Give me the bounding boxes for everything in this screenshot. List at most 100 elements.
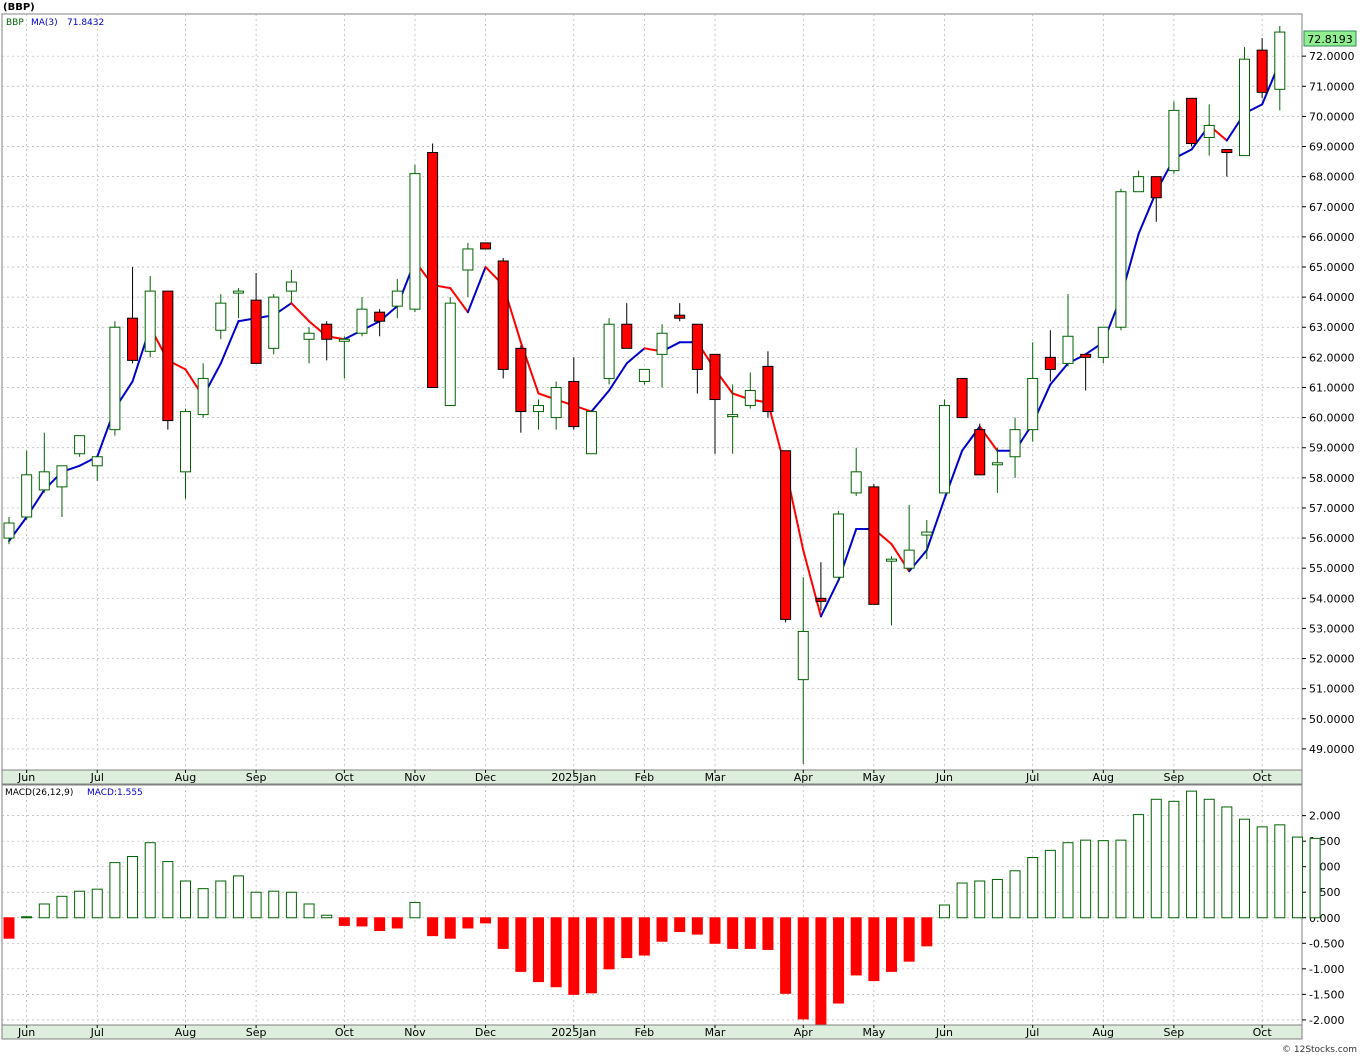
- macd-legend-value: MACD:1.555: [87, 788, 143, 798]
- x-tick-label: Aug: [175, 1026, 196, 1039]
- candle-body: [762, 365, 774, 413]
- legend-ma-value: 71.8432: [67, 18, 104, 28]
- macd-bar: [1221, 806, 1233, 919]
- ma-segment: [1049, 362, 1069, 386]
- macd-bar: [232, 875, 244, 919]
- macd-bar: [38, 903, 50, 919]
- candle-body: [250, 299, 262, 364]
- macd-bar: [585, 917, 597, 994]
- macd-bar: [638, 917, 650, 956]
- macd-bar: [338, 917, 350, 926]
- price-y-tick-label: 63.0000: [1309, 321, 1355, 334]
- macd-bar: [74, 890, 86, 919]
- candle: [833, 510, 845, 581]
- candle-body: [356, 308, 368, 334]
- candle: [356, 297, 368, 337]
- candle-body: [744, 389, 756, 407]
- candle: [1133, 170, 1145, 193]
- candle-body: [391, 290, 403, 307]
- candle: [780, 450, 792, 623]
- candle-body: [797, 630, 809, 681]
- legend-ma-label: MA(3): [31, 18, 58, 28]
- candle-body: [833, 513, 845, 578]
- candle: [991, 447, 1003, 493]
- candle-body: [409, 173, 421, 310]
- ma-segment: [449, 287, 469, 314]
- candle: [974, 423, 986, 476]
- candle: [568, 357, 580, 430]
- candle-body: [674, 314, 686, 319]
- candle: [921, 520, 933, 560]
- candle: [815, 562, 827, 611]
- candle-body: [886, 558, 897, 562]
- price-y-tick-label: 60.0000: [1309, 412, 1355, 425]
- macd-y-tick-label: 2.000: [1309, 810, 1341, 823]
- x-tick-label: Sep: [246, 771, 267, 784]
- macd-bar: [250, 891, 262, 919]
- candle: [444, 297, 456, 407]
- legend-symbol: BBP: [6, 18, 24, 28]
- macd-bar: [1097, 840, 1109, 919]
- candle: [180, 408, 191, 499]
- ma-segment: [925, 497, 946, 552]
- macd-y-tick-label: -2.000: [1309, 1014, 1344, 1027]
- candle-body: [568, 380, 580, 428]
- candle-body: [338, 338, 350, 342]
- candle: [638, 368, 650, 385]
- candle: [127, 267, 139, 364]
- x-tick-label: May: [862, 1026, 885, 1039]
- x-tick-label: Oct: [1253, 1026, 1273, 1039]
- x-tick-label: Jun: [17, 771, 35, 784]
- price-y-tick-label: 51.0000: [1309, 683, 1355, 696]
- price-panel: 49.0000 50.0000 51.0000 52.0000 53.0000 54.00…: [1, 13, 1357, 771]
- macd-bar: [1291, 836, 1303, 919]
- macd-bar: [180, 880, 191, 919]
- candle: [303, 327, 315, 364]
- x-tick-label: Jun: [17, 1026, 35, 1039]
- candle: [232, 288, 244, 319]
- candle: [144, 276, 156, 358]
- candle: [1062, 294, 1074, 367]
- candle-body: [1150, 176, 1162, 199]
- candle: [1256, 38, 1268, 99]
- candle: [480, 242, 492, 250]
- macd-bar: [744, 917, 756, 949]
- macd-panel: 2.0001.5001.0000.5000.000-0.500-1.000-1.…: [1, 784, 1344, 1027]
- candle: [674, 303, 686, 322]
- candle-body: [127, 317, 139, 361]
- candle: [391, 279, 403, 319]
- candle: [374, 309, 386, 337]
- price-y-tick-label: 59.0000: [1309, 442, 1355, 455]
- macd-bar: [780, 917, 792, 994]
- ma-segment: [590, 389, 611, 413]
- x-tick-label: 2025Jan: [551, 771, 596, 784]
- last-price-label: 72.8193: [1307, 33, 1353, 46]
- macd-y-axis: 2.0001.5001.0000.5000.000-0.500-1.000-1.…: [1302, 810, 1344, 1027]
- price-y-tick-label: 56.0000: [1309, 532, 1355, 545]
- x-tick-label: Jul: [90, 771, 104, 784]
- candle: [956, 377, 968, 419]
- candle-body: [56, 465, 68, 488]
- candle-body: [921, 531, 933, 536]
- macd-bar: [1150, 798, 1162, 919]
- candle-body: [162, 290, 174, 422]
- x-tick-label: Aug: [1093, 1026, 1114, 1039]
- macd-bar: [1044, 849, 1056, 919]
- candle: [74, 435, 86, 457]
- macd-bar: [603, 917, 615, 970]
- macd-bar: [938, 904, 950, 919]
- candle: [56, 465, 68, 517]
- price-x-axis-strip: [1, 769, 1303, 785]
- candle-body: [1009, 429, 1021, 458]
- macd-bar: [568, 917, 580, 995]
- candle: [197, 363, 209, 418]
- candle: [727, 384, 739, 454]
- macd-bar: [674, 917, 686, 933]
- macd-bar: [109, 862, 121, 919]
- candle: [1027, 342, 1039, 442]
- candle: [109, 321, 121, 436]
- macd-bar: [480, 917, 492, 924]
- candle-body: [991, 462, 1003, 466]
- candle-body: [603, 323, 615, 379]
- price-y-tick-label: 49.0000: [1309, 743, 1355, 756]
